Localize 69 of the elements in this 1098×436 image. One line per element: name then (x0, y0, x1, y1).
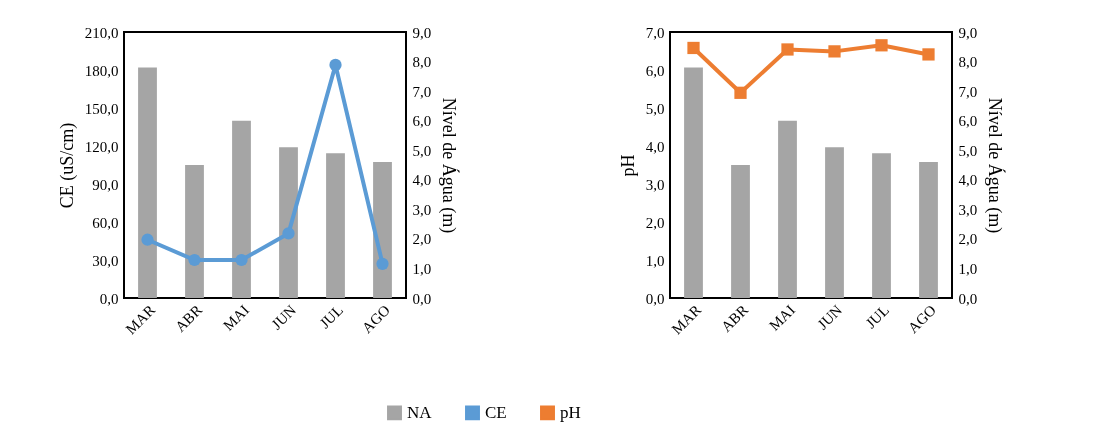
y2-tick-label: 5,0 (958, 142, 978, 159)
y2-tick-label: 5,0 (412, 142, 432, 159)
y2-tick-label: 4,0 (412, 172, 432, 189)
y2-tick-label: 3,0 (412, 201, 432, 218)
y-tick-label: 0,0 (99, 290, 119, 307)
y2-tick-label: 2,0 (958, 231, 978, 248)
point (781, 43, 794, 56)
y2-tick-label: 6,0 (412, 113, 432, 130)
bar (232, 120, 251, 298)
legend-label: NA (407, 402, 433, 422)
bar (825, 147, 844, 298)
y2-axis-title: Nível de Água (m) (438, 97, 461, 234)
y2-axis-title: Nível de Água (m) (984, 97, 1007, 234)
point (376, 257, 389, 270)
legend-label: pH (560, 402, 581, 422)
point (828, 45, 841, 58)
y2-tick-label: 9,0 (958, 24, 978, 41)
y-tick-label: 5,0 (645, 100, 665, 117)
bar (138, 67, 157, 298)
y2-tick-label: 8,0 (958, 54, 978, 71)
bar (185, 165, 204, 298)
y2-tick-label: 2,0 (412, 231, 432, 248)
bar (919, 162, 938, 298)
legend-label: CE (485, 402, 507, 422)
bar (326, 153, 345, 298)
point (734, 86, 747, 99)
y-tick-label: 2,0 (645, 214, 665, 231)
y-tick-label: 1,0 (645, 252, 665, 269)
point (687, 41, 700, 55)
y2-tick-label: 4,0 (958, 172, 978, 189)
x-tick-label: JUL (316, 301, 347, 332)
y2-tick-label: 3,0 (958, 201, 978, 218)
y2-tick-label: 1,0 (412, 260, 432, 277)
point (282, 227, 295, 240)
y2-tick-label: 7,0 (412, 83, 432, 100)
point (875, 39, 888, 52)
y-tick-label: 150,0 (84, 100, 119, 117)
y-tick-label: 0,0 (645, 290, 665, 307)
y-tick-label: 6,0 (645, 62, 665, 79)
y2-tick-label: 1,0 (958, 260, 978, 277)
y2-tick-label: 9,0 (412, 24, 432, 41)
y2-tick-label: 0,0 (958, 290, 978, 307)
y2-tick-label: 8,0 (412, 54, 432, 71)
y-tick-label: 90,0 (92, 176, 119, 193)
y-tick-label: 60,0 (92, 214, 119, 231)
point (188, 253, 201, 267)
x-tick-label: JUL (862, 301, 893, 332)
y-tick-label: 30,0 (92, 252, 119, 269)
y-axis-title: pH (617, 154, 638, 177)
bar (279, 147, 298, 298)
bar (373, 162, 392, 298)
y2-tick-label: 7,0 (958, 83, 978, 100)
y-tick-label: 4,0 (645, 138, 665, 155)
point (141, 233, 154, 246)
y2-tick-label: 0,0 (412, 290, 432, 307)
y-tick-label: 120,0 (84, 138, 119, 155)
bar (684, 67, 703, 298)
bar (872, 153, 891, 298)
y-tick-label: 180,0 (84, 62, 119, 79)
y2-tick-label: 6,0 (958, 113, 978, 130)
bar (778, 120, 797, 298)
y-tick-label: 3,0 (645, 176, 665, 193)
y-axis-title: CE (uS/cm) (56, 122, 78, 209)
y-tick-label: 7,0 (645, 24, 665, 41)
point (235, 253, 248, 267)
y-tick-label: 210,0 (84, 24, 119, 41)
point (329, 58, 342, 72)
bar (731, 165, 750, 298)
point (922, 48, 935, 61)
